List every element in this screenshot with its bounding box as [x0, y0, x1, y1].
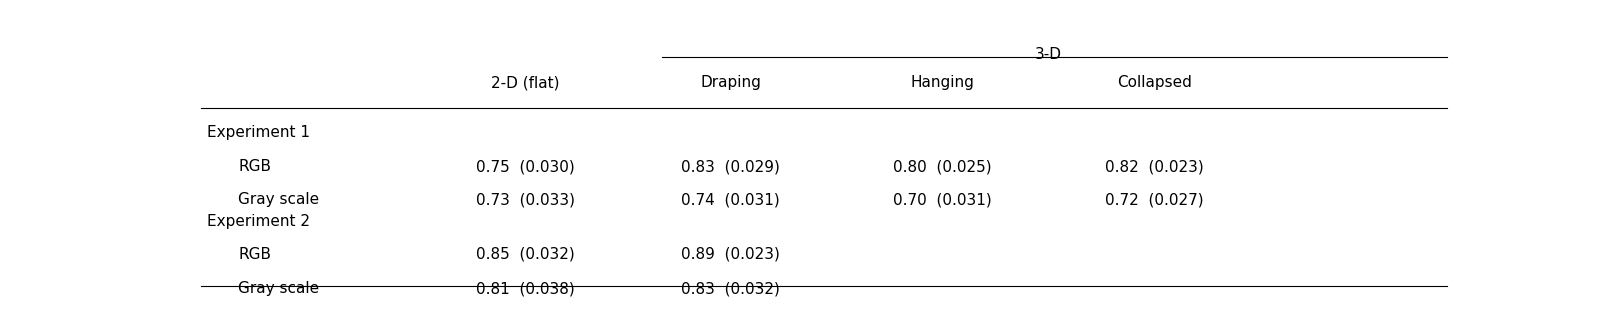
Text: Hanging: Hanging — [910, 75, 974, 90]
Text: 0.74  (0.031): 0.74 (0.031) — [681, 192, 779, 207]
Text: 0.72  (0.027): 0.72 (0.027) — [1104, 192, 1204, 207]
Text: 0.80  (0.025): 0.80 (0.025) — [892, 159, 992, 174]
Text: Experiment 1: Experiment 1 — [207, 125, 310, 140]
Text: 0.73  (0.033): 0.73 (0.033) — [476, 192, 574, 207]
Text: Collapsed: Collapsed — [1117, 75, 1191, 90]
Text: 0.83  (0.032): 0.83 (0.032) — [681, 281, 779, 296]
Text: 2-D (flat): 2-D (flat) — [490, 75, 559, 90]
Text: 0.70  (0.031): 0.70 (0.031) — [892, 192, 992, 207]
Text: 0.83  (0.029): 0.83 (0.029) — [681, 159, 779, 174]
Text: RGB: RGB — [238, 159, 272, 174]
Text: Gray scale: Gray scale — [238, 192, 320, 207]
Text: Draping: Draping — [699, 75, 760, 90]
Text: 0.82  (0.023): 0.82 (0.023) — [1104, 159, 1204, 174]
Text: Gray scale: Gray scale — [238, 281, 320, 296]
Text: 3-D: 3-D — [1035, 47, 1061, 62]
Text: RGB: RGB — [238, 247, 272, 262]
Text: 0.89  (0.023): 0.89 (0.023) — [681, 247, 779, 262]
Text: 0.75  (0.030): 0.75 (0.030) — [476, 159, 574, 174]
Text: 0.85  (0.032): 0.85 (0.032) — [476, 247, 574, 262]
Text: 0.81  (0.038): 0.81 (0.038) — [476, 281, 574, 296]
Text: Experiment 2: Experiment 2 — [207, 214, 310, 229]
